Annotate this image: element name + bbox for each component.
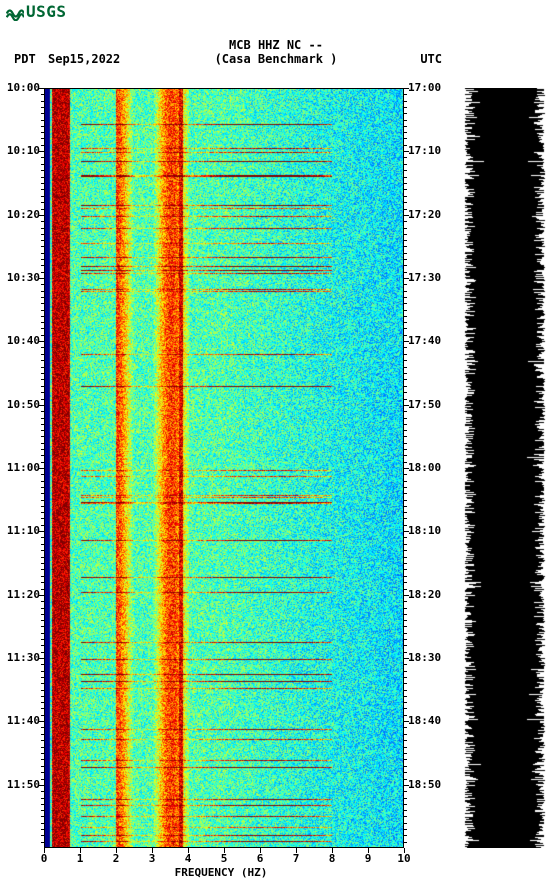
y-left-tick-label: 11:30: [0, 653, 40, 663]
site-name: (Casa Benchmark ): [215, 52, 338, 66]
x-tick-label: 10: [397, 852, 410, 865]
y-right-tick-label: 18:40: [408, 716, 448, 726]
y-left-tick-label: 10:10: [0, 146, 40, 156]
x-tick-label: 3: [149, 852, 156, 865]
date-label: Sep15,2022: [48, 52, 120, 66]
x-tick-label: 7: [293, 852, 300, 865]
usgs-logo-text: USGS: [26, 2, 67, 21]
tz-left-label: PDT: [14, 52, 36, 66]
waveform-canvas: [462, 88, 548, 848]
y-left-tick-label: 11:00: [0, 463, 40, 473]
y-right-tick-label: 17:30: [408, 273, 448, 283]
x-tick-label: 2: [113, 852, 120, 865]
y-left-tick-label: 11:40: [0, 716, 40, 726]
x-tick-label: 6: [257, 852, 264, 865]
y-axis-right: 17:0017:1017:2017:3017:4017:5018:0018:10…: [408, 88, 448, 848]
y-right-tick-label: 17:00: [408, 83, 448, 93]
usgs-spectrogram-page: USGS MCB HHZ NC -- (Casa Benchmark ) PDT…: [0, 0, 552, 892]
usgs-logo: USGS: [6, 2, 67, 21]
y-left-tick-label: 11:10: [0, 526, 40, 536]
x-tick-label: 0: [41, 852, 48, 865]
y-right-tick-label: 17:40: [408, 336, 448, 346]
y-right-tick-label: 18:10: [408, 526, 448, 536]
y-left-tick-label: 10:00: [0, 83, 40, 93]
x-tick-label: 8: [329, 852, 336, 865]
y-right-tick-label: 18:30: [408, 653, 448, 663]
wave-icon: [6, 3, 24, 21]
x-tick-label: 9: [365, 852, 372, 865]
tz-right-label: UTC: [420, 52, 442, 66]
y-right-tick-label: 17:50: [408, 400, 448, 410]
spectrogram-canvas: [44, 88, 404, 848]
y-left-tick-label: 10:40: [0, 336, 40, 346]
spectrogram-chart: [44, 88, 404, 848]
y-axis-left: 10:0010:1010:2010:3010:4010:5011:0011:10…: [0, 88, 40, 848]
station-code: MCB HHZ NC --: [229, 38, 323, 52]
y-left-tick-label: 10:30: [0, 273, 40, 283]
x-axis: 012345678910: [44, 852, 404, 866]
x-axis-label: FREQUENCY (HZ): [44, 866, 398, 879]
y-right-tick-label: 18:00: [408, 463, 448, 473]
x-tick-label: 1: [77, 852, 84, 865]
waveform-panel: [462, 88, 548, 848]
y-right-tick-label: 18:50: [408, 780, 448, 790]
y-right-tick-label: 17:10: [408, 146, 448, 156]
y-right-tick-label: 17:20: [408, 210, 448, 220]
y-left-tick-label: 11:50: [0, 780, 40, 790]
y-right-tick-label: 18:20: [408, 590, 448, 600]
x-tick-label: 4: [185, 852, 192, 865]
y-left-tick-label: 11:20: [0, 590, 40, 600]
x-tick-label: 5: [221, 852, 228, 865]
y-left-tick-label: 10:50: [0, 400, 40, 410]
y-left-tick-label: 10:20: [0, 210, 40, 220]
